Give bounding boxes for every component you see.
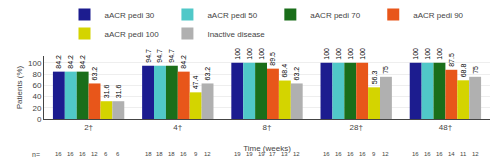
svg-text:56.3: 56.3 xyxy=(371,71,378,85)
svg-text:aACR pedi 50: aACR pedi 50 xyxy=(207,11,257,20)
svg-text:13: 13 xyxy=(281,151,288,157)
svg-text:19: 19 xyxy=(234,151,241,157)
svg-text:87.5: 87.5 xyxy=(448,53,455,67)
svg-text:68.4: 68.4 xyxy=(281,64,288,78)
svg-text:14: 14 xyxy=(448,151,455,157)
svg-text:0: 0 xyxy=(37,115,42,124)
svg-text:100: 100 xyxy=(323,48,330,60)
svg-text:75: 75 xyxy=(472,66,479,74)
svg-text:16: 16 xyxy=(55,151,62,157)
svg-text:100: 100 xyxy=(246,48,253,60)
svg-text:31.6: 31.6 xyxy=(103,84,110,98)
svg-text:n=: n= xyxy=(32,151,40,158)
svg-text:16: 16 xyxy=(347,151,354,157)
svg-text:84.2: 84.2 xyxy=(180,55,187,69)
svg-text:47.4: 47.4 xyxy=(192,76,199,90)
svg-text:17: 17 xyxy=(269,151,276,157)
svg-text:aACR pedi 90: aACR pedi 90 xyxy=(413,11,463,20)
svg-text:18: 18 xyxy=(156,151,163,157)
svg-text:68.8: 68.8 xyxy=(460,64,467,78)
svg-text:84.2: 84.2 xyxy=(67,55,74,69)
svg-text:89.5: 89.5 xyxy=(269,52,276,66)
svg-text:100: 100 xyxy=(234,48,241,60)
svg-text:63.2: 63.2 xyxy=(204,67,211,81)
svg-text:19: 19 xyxy=(258,151,265,157)
svg-text:100: 100 xyxy=(347,48,354,60)
svg-text:28†: 28† xyxy=(350,123,363,132)
svg-text:16: 16 xyxy=(436,151,443,157)
svg-text:16: 16 xyxy=(335,151,342,157)
svg-text:16: 16 xyxy=(67,151,74,157)
svg-text:94.7: 94.7 xyxy=(145,49,152,63)
svg-text:16: 16 xyxy=(412,151,419,157)
svg-text:6: 6 xyxy=(116,151,120,157)
svg-text:8†: 8† xyxy=(263,123,272,132)
svg-text:100: 100 xyxy=(258,48,265,60)
svg-text:Inactive disease: Inactive disease xyxy=(207,30,265,39)
svg-text:19: 19 xyxy=(246,151,253,157)
svg-text:63.2: 63.2 xyxy=(293,67,300,81)
svg-text:75: 75 xyxy=(382,66,389,74)
svg-text:16: 16 xyxy=(180,151,187,157)
svg-text:100: 100 xyxy=(335,48,342,60)
svg-text:12: 12 xyxy=(204,151,211,157)
svg-text:16: 16 xyxy=(79,151,86,157)
svg-text:4†: 4† xyxy=(173,123,182,132)
svg-text:100: 100 xyxy=(424,48,431,60)
svg-text:40: 40 xyxy=(32,92,41,101)
svg-text:6: 6 xyxy=(104,151,108,157)
svg-text:Time (weeks): Time (weeks) xyxy=(243,144,291,153)
svg-text:18: 18 xyxy=(168,151,175,157)
svg-text:48†: 48† xyxy=(439,123,452,132)
svg-text:31.6: 31.6 xyxy=(115,84,122,98)
svg-text:60: 60 xyxy=(32,81,41,90)
svg-text:11: 11 xyxy=(460,151,467,157)
svg-text:84.2: 84.2 xyxy=(79,55,86,69)
svg-text:2†: 2† xyxy=(84,123,93,132)
svg-text:12: 12 xyxy=(382,151,389,157)
svg-text:16: 16 xyxy=(359,151,366,157)
svg-text:aACR pedi 30: aACR pedi 30 xyxy=(105,11,155,20)
svg-text:84.2: 84.2 xyxy=(55,55,62,69)
svg-text:aACR pedi 70: aACR pedi 70 xyxy=(310,11,360,20)
svg-text:18: 18 xyxy=(145,151,152,157)
svg-text:63.2: 63.2 xyxy=(91,67,98,81)
svg-text:100: 100 xyxy=(412,48,419,60)
svg-text:9: 9 xyxy=(372,151,376,157)
svg-text:aACR pedi 100: aACR pedi 100 xyxy=(105,30,160,39)
svg-text:16: 16 xyxy=(323,151,330,157)
svg-text:100: 100 xyxy=(436,48,443,60)
svg-text:16: 16 xyxy=(424,151,431,157)
svg-text:12: 12 xyxy=(91,151,98,157)
svg-text:100: 100 xyxy=(359,48,366,60)
svg-text:94.7: 94.7 xyxy=(156,49,163,63)
svg-text:20: 20 xyxy=(32,104,41,113)
svg-text:94.7: 94.7 xyxy=(168,49,175,63)
svg-text:100: 100 xyxy=(28,59,42,68)
svg-text:12: 12 xyxy=(293,151,300,157)
svg-text:12: 12 xyxy=(472,151,479,157)
svg-text:Patients (%): Patients (%) xyxy=(15,65,24,109)
svg-text:9: 9 xyxy=(194,151,198,157)
svg-text:80: 80 xyxy=(32,70,41,79)
